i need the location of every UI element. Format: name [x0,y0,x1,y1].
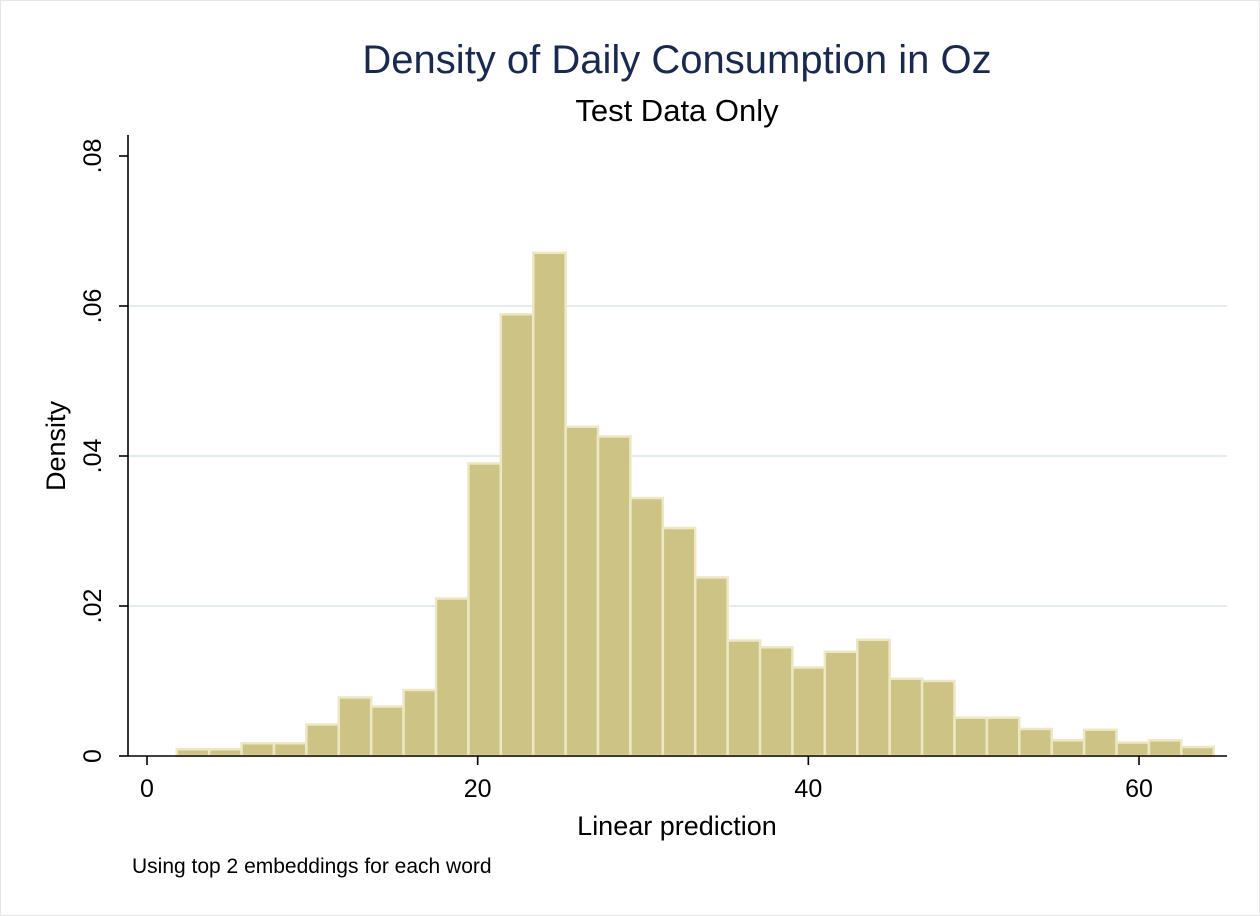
axes [127,135,1227,757]
y-axis-ticks: 0 .02 .04 .06 .08 [79,139,128,763]
histogram-bar-19 [758,646,794,758]
histogram-bar-8 [402,688,438,758]
x-tick-label-2: 40 [794,775,822,803]
histogram-bar-7 [369,705,405,758]
histogram-bar-1 [175,748,211,758]
chart-note: Using top 2 embeddings for each word [132,855,492,878]
histogram-bar-15 [629,496,665,758]
histogram-bar-24 [920,679,956,758]
y-axis-title: Density [41,400,71,491]
histogram-bar-20 [791,666,827,758]
histogram-bar-22 [856,638,891,758]
y-tick-label-2: .04 [79,439,107,474]
histogram-bar-10 [467,462,503,758]
x-tick-label-1: 20 [464,775,492,803]
chart-title: Density of Daily Consumption in Oz [362,38,991,82]
histogram-bar-29 [1082,728,1118,758]
chart-subtitle: Test Data Only [575,93,779,128]
x-axis-ticks: 0 20 40 60 [140,756,1153,803]
y-tick-label-1: .02 [79,589,107,624]
histogram-bar-25 [953,716,989,758]
histogram-bar-2 [207,748,243,758]
x-tick-label-3: 60 [1125,775,1153,803]
histogram-bars [175,251,1215,758]
x-tick-label-0: 0 [140,775,154,803]
x-axis-title: Linear prediction [577,811,777,841]
histogram-bar-6 [337,696,373,758]
histogram-bar-13 [564,425,600,758]
histogram-bar-31 [1147,739,1183,758]
histogram-bar-21 [823,650,859,758]
y-tick-label-0: 0 [79,749,107,763]
histogram-bar-14 [596,435,632,758]
histogram-bar-3 [240,742,276,758]
histogram-bar-4 [272,742,308,758]
histogram-bar-9 [434,597,470,758]
histogram-bar-26 [985,716,1021,758]
histogram-bar-17 [693,576,729,758]
histogram-bar-11 [499,313,535,758]
histogram-bar-5 [305,723,341,758]
histogram-bar-32 [1180,745,1215,758]
histogram-bar-30 [1115,741,1151,758]
y-tick-label-4: .08 [79,139,107,174]
histogram-bar-23 [888,677,924,758]
histogram-bar-28 [1050,739,1086,758]
histogram-bar-18 [726,639,762,758]
y-tick-label-3: .06 [79,289,107,324]
histogram-bar-16 [661,526,697,758]
histogram-bar-27 [1018,727,1053,758]
histogram-bar-12 [531,251,567,758]
